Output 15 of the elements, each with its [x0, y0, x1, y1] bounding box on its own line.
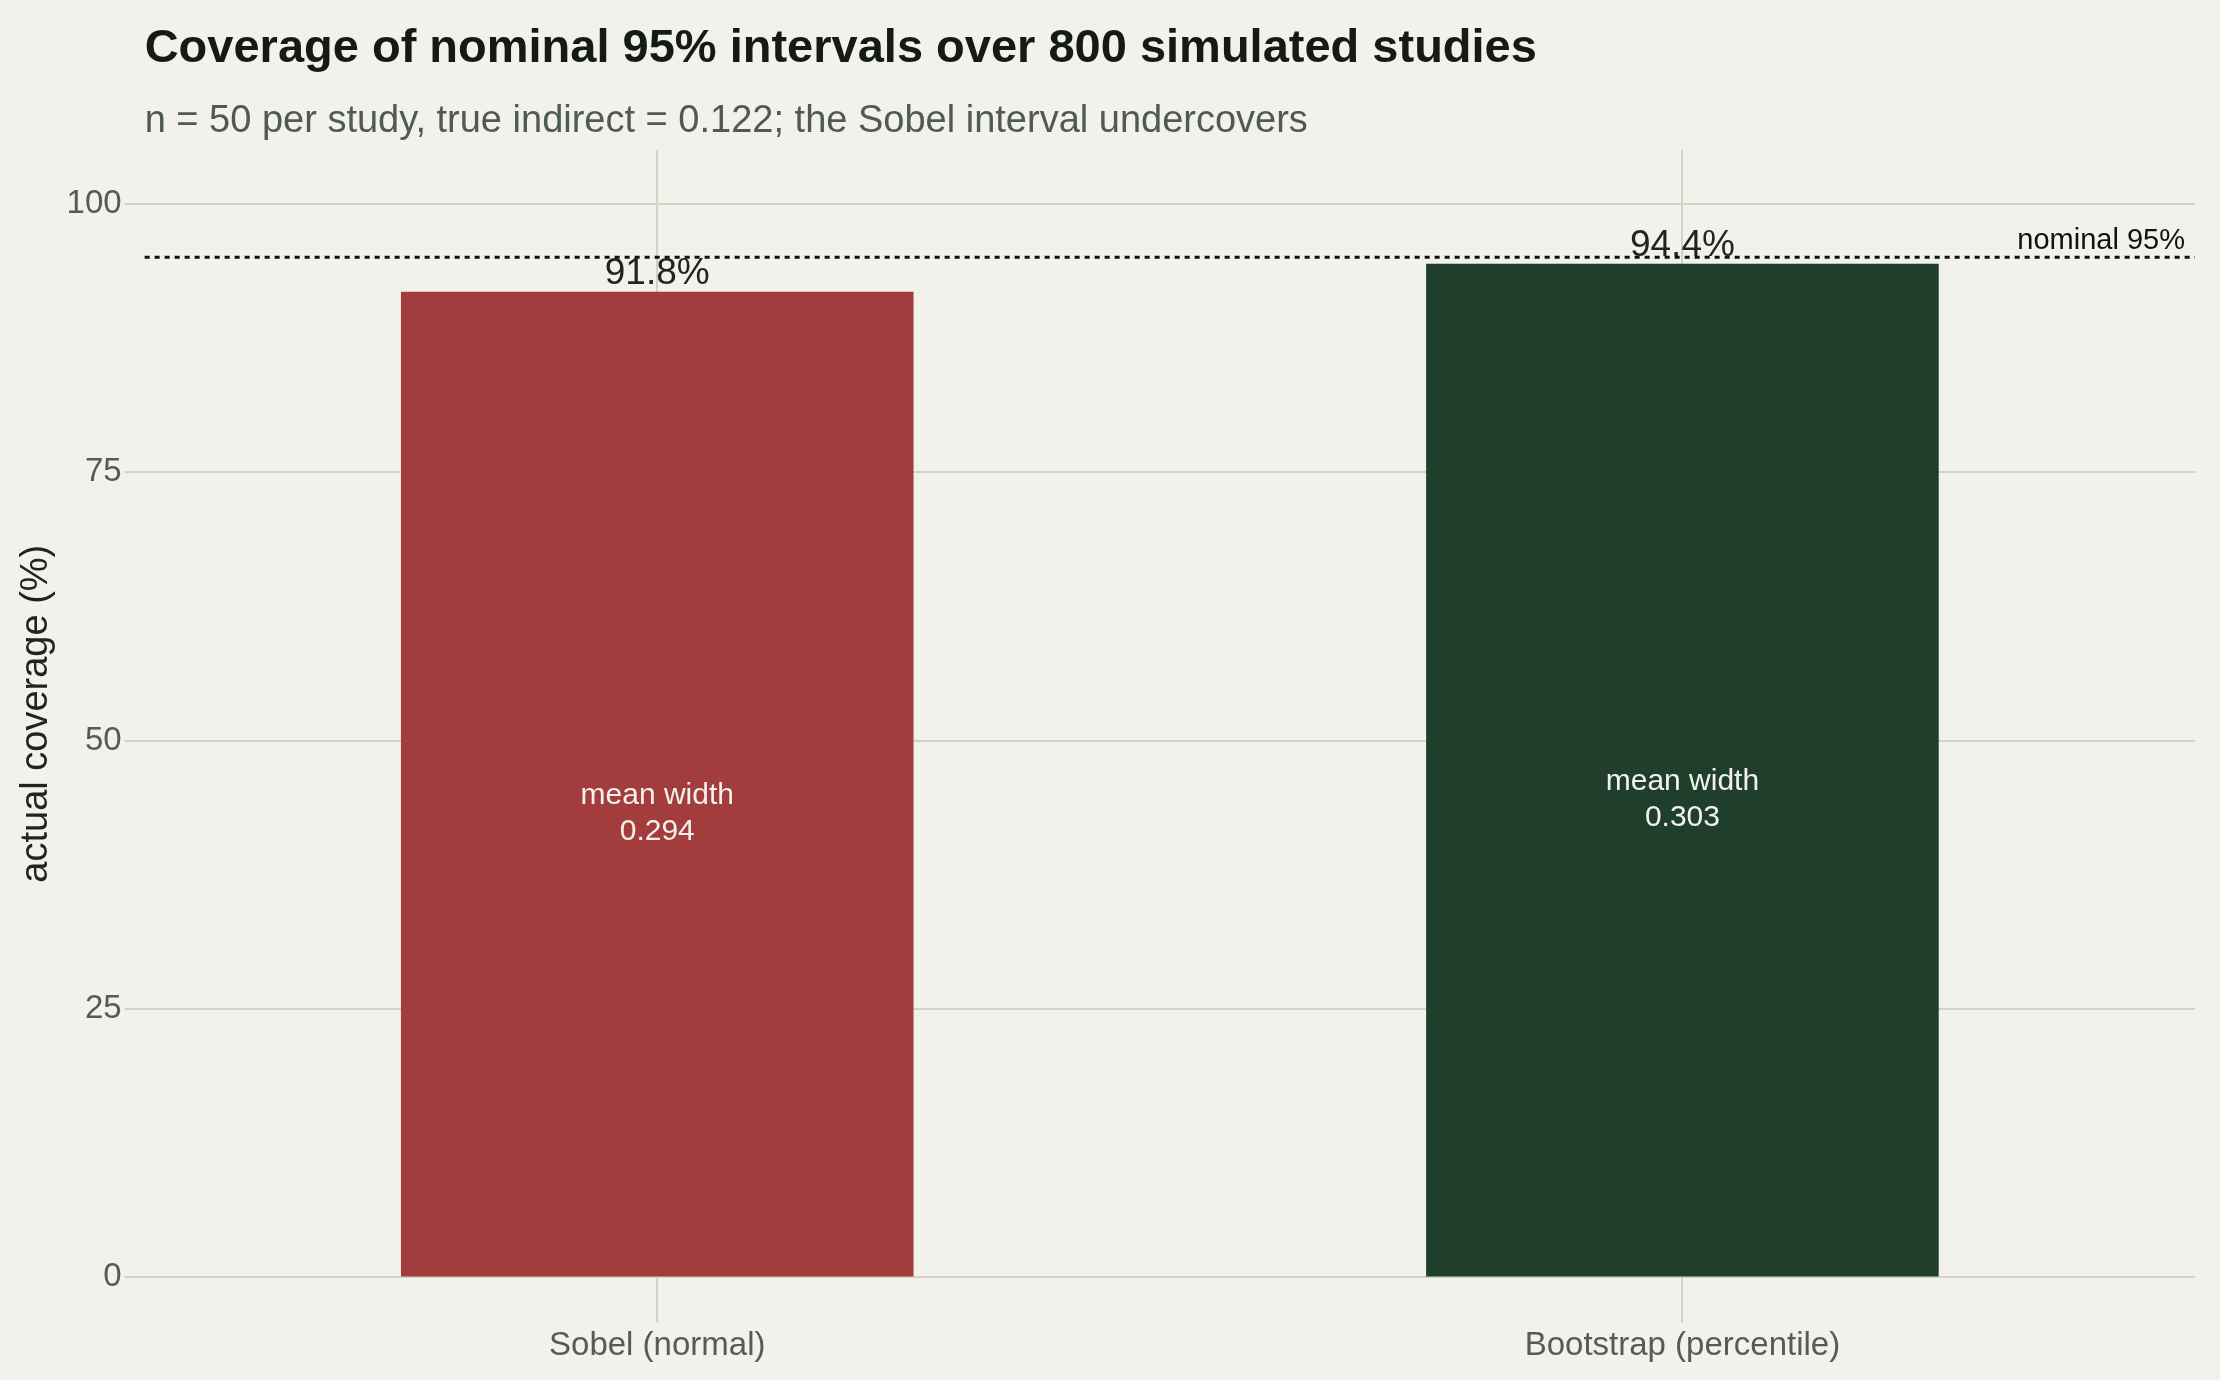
y-tick-label: 50: [84, 719, 122, 757]
annotation: mean width 0.303: [1605, 763, 1760, 833]
y-tick-label: 75: [84, 451, 122, 489]
annotation: mean width 0.294: [580, 777, 734, 847]
x-tick-label: Bootstrap (percentile): [1524, 1325, 1841, 1363]
y-tick-label: 0: [103, 1256, 122, 1294]
chart-subtitle: n = 50 per study, true indirect = 0.122; the Sobel interval undercovers: [144, 98, 1308, 140]
data-label: 94.4%: [1629, 222, 1735, 264]
chart-title: Coverage of nominal 95% intervals over 800 simulated studies: [144, 19, 1537, 72]
data-label: 91.8%: [604, 250, 710, 292]
y-tick-label: 100: [66, 182, 122, 220]
ref-line-label: nominal 95%: [2017, 223, 2185, 256]
y-tick-label: 25: [84, 988, 122, 1026]
x-tick-label: Sobel (normal): [549, 1325, 766, 1363]
y-axis-title: actual coverage (%): [13, 544, 56, 883]
